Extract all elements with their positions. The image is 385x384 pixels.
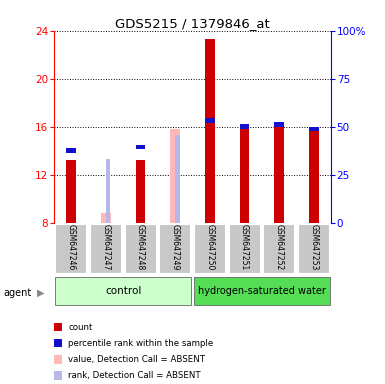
FancyBboxPatch shape: [55, 276, 191, 305]
Bar: [274, 122, 284, 127]
FancyBboxPatch shape: [194, 224, 225, 273]
Bar: [205, 118, 215, 123]
Text: control: control: [105, 286, 141, 296]
Text: GSM647250: GSM647250: [205, 224, 214, 271]
FancyBboxPatch shape: [194, 276, 330, 305]
Bar: [66, 161, 76, 223]
Text: count: count: [68, 323, 92, 332]
Text: ▶: ▶: [37, 288, 44, 298]
FancyBboxPatch shape: [298, 224, 329, 273]
Text: GSM647246: GSM647246: [67, 224, 76, 271]
Bar: [136, 161, 146, 223]
Text: GSM647247: GSM647247: [101, 224, 110, 271]
Bar: [175, 135, 180, 223]
Bar: [309, 127, 319, 131]
FancyBboxPatch shape: [125, 224, 156, 273]
Bar: [105, 159, 110, 223]
Text: GSM647248: GSM647248: [136, 225, 145, 271]
Text: hydrogen-saturated water: hydrogen-saturated water: [198, 286, 326, 296]
FancyBboxPatch shape: [90, 224, 121, 273]
Bar: [136, 145, 146, 149]
Bar: [66, 149, 76, 153]
Text: percentile rank within the sample: percentile rank within the sample: [68, 339, 213, 348]
FancyBboxPatch shape: [263, 224, 295, 273]
Bar: [309, 127, 319, 223]
Text: GSM647249: GSM647249: [171, 224, 180, 271]
Bar: [170, 129, 180, 223]
FancyBboxPatch shape: [55, 224, 87, 273]
Bar: [274, 123, 284, 223]
Text: GSM647253: GSM647253: [309, 224, 318, 271]
Bar: [239, 124, 249, 129]
Text: agent: agent: [4, 288, 32, 298]
Bar: [205, 39, 215, 223]
Text: GSM647251: GSM647251: [240, 225, 249, 271]
Bar: [101, 213, 111, 223]
Bar: [239, 127, 249, 223]
Text: value, Detection Call = ABSENT: value, Detection Call = ABSENT: [68, 355, 205, 364]
FancyBboxPatch shape: [159, 224, 191, 273]
FancyBboxPatch shape: [229, 224, 260, 273]
Title: GDS5215 / 1379846_at: GDS5215 / 1379846_at: [115, 17, 270, 30]
Text: rank, Detection Call = ABSENT: rank, Detection Call = ABSENT: [68, 371, 201, 380]
Text: GSM647252: GSM647252: [275, 225, 284, 271]
